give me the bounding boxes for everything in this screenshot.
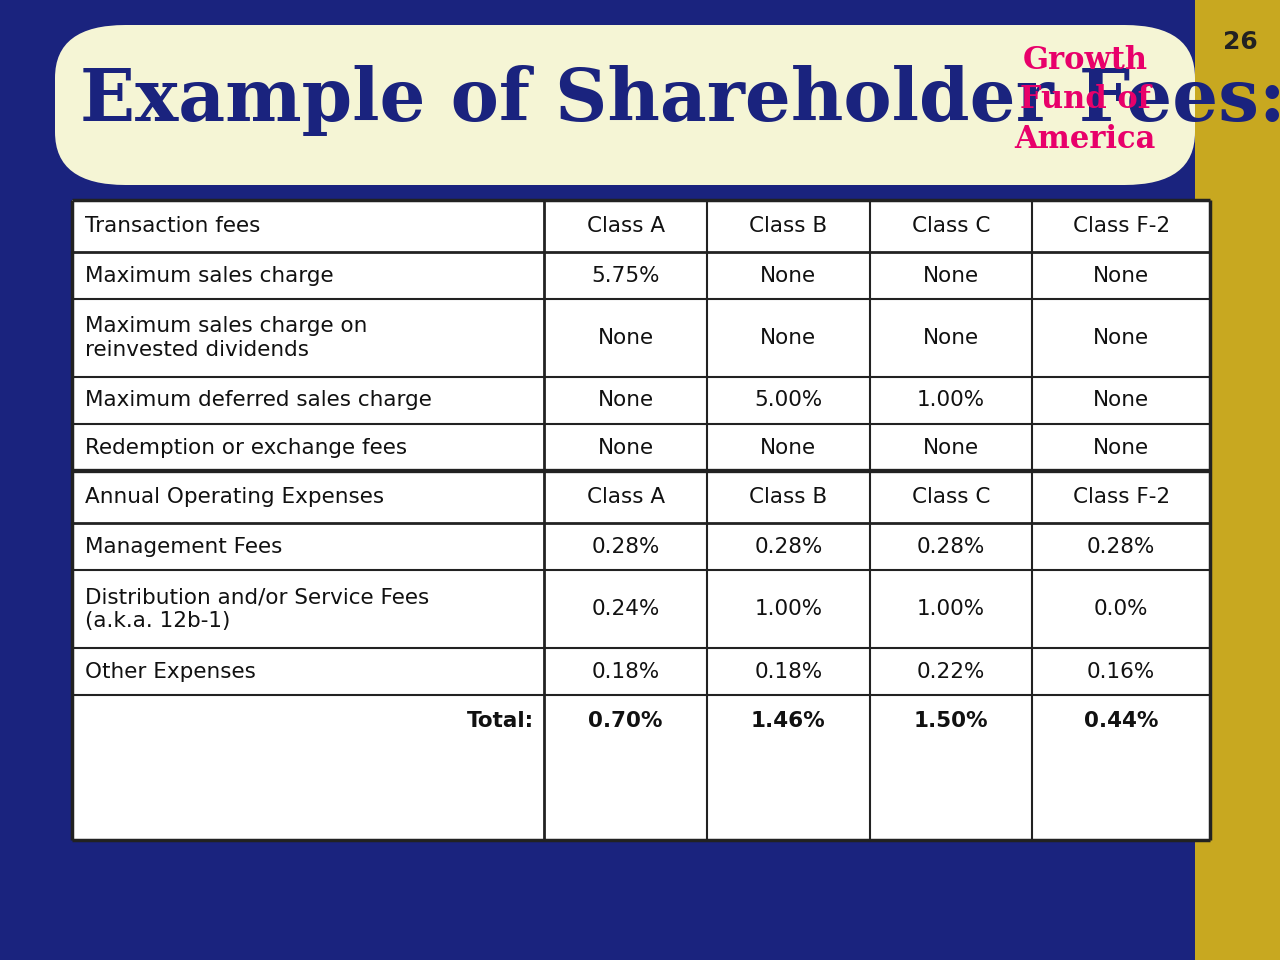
Text: 1.50%: 1.50% xyxy=(914,711,988,731)
Bar xyxy=(72,200,1210,840)
Text: None: None xyxy=(1093,438,1149,458)
Text: None: None xyxy=(1093,391,1149,411)
Text: Class B: Class B xyxy=(749,216,827,236)
Text: Class A: Class A xyxy=(586,216,664,236)
Text: 0.28%: 0.28% xyxy=(916,537,986,557)
Text: 1.46%: 1.46% xyxy=(751,711,826,731)
Text: Class C: Class C xyxy=(911,216,991,236)
Text: 1.00%: 1.00% xyxy=(916,391,986,411)
Text: Distribution and/or Service Fees
(a.k.a. 12b-1): Distribution and/or Service Fees (a.k.a.… xyxy=(84,587,429,631)
Text: 0.18%: 0.18% xyxy=(591,661,659,682)
Text: 0.44%: 0.44% xyxy=(1084,711,1158,731)
Text: None: None xyxy=(760,266,817,285)
Text: Class B: Class B xyxy=(749,487,827,507)
Bar xyxy=(1196,0,1280,960)
Text: Growth
Fund of
America: Growth Fund of America xyxy=(1014,45,1156,155)
Text: Transaction fees: Transaction fees xyxy=(84,216,260,236)
Text: 1.00%: 1.00% xyxy=(916,599,986,619)
Text: Class A: Class A xyxy=(586,487,664,507)
Text: None: None xyxy=(598,438,654,458)
Text: 0.18%: 0.18% xyxy=(754,661,823,682)
Text: 0.24%: 0.24% xyxy=(591,599,659,619)
Text: 0.22%: 0.22% xyxy=(916,661,986,682)
Text: Class F-2: Class F-2 xyxy=(1073,216,1170,236)
Text: 5.75%: 5.75% xyxy=(591,266,660,285)
FancyBboxPatch shape xyxy=(55,25,1196,185)
Text: 0.28%: 0.28% xyxy=(591,537,659,557)
Text: Example of Shareholder Fees:: Example of Shareholder Fees: xyxy=(79,64,1280,135)
Text: 0.28%: 0.28% xyxy=(754,537,823,557)
Text: None: None xyxy=(923,328,979,348)
Text: 0.16%: 0.16% xyxy=(1087,661,1156,682)
Text: None: None xyxy=(760,438,817,458)
Text: None: None xyxy=(598,328,654,348)
Text: 1.00%: 1.00% xyxy=(754,599,823,619)
Text: None: None xyxy=(598,391,654,411)
Text: None: None xyxy=(760,328,817,348)
Text: This is a load fund.: This is a load fund. xyxy=(927,883,1180,907)
Text: 0.70%: 0.70% xyxy=(589,711,663,731)
Text: None: None xyxy=(923,438,979,458)
Text: Annual Operating Expenses: Annual Operating Expenses xyxy=(84,487,384,507)
Text: 5.00%: 5.00% xyxy=(754,391,823,411)
Text: Class C: Class C xyxy=(911,487,991,507)
Text: Maximum deferred sales charge: Maximum deferred sales charge xyxy=(84,391,431,411)
Text: Redemption or exchange fees: Redemption or exchange fees xyxy=(84,438,407,458)
Text: 0.28%: 0.28% xyxy=(1087,537,1156,557)
Text: Class F-2: Class F-2 xyxy=(1073,487,1170,507)
Text: Maximum sales charge: Maximum sales charge xyxy=(84,266,333,285)
Text: None: None xyxy=(1093,266,1149,285)
Text: None: None xyxy=(1093,328,1149,348)
Text: 26: 26 xyxy=(1222,30,1257,54)
Text: None: None xyxy=(923,266,979,285)
Text: Management Fees: Management Fees xyxy=(84,537,282,557)
Text: Total:: Total: xyxy=(467,711,534,731)
Text: Other Expenses: Other Expenses xyxy=(84,661,256,682)
Text: Maximum sales charge on
reinvested dividends: Maximum sales charge on reinvested divid… xyxy=(84,316,367,360)
Text: 0.0%: 0.0% xyxy=(1094,599,1148,619)
